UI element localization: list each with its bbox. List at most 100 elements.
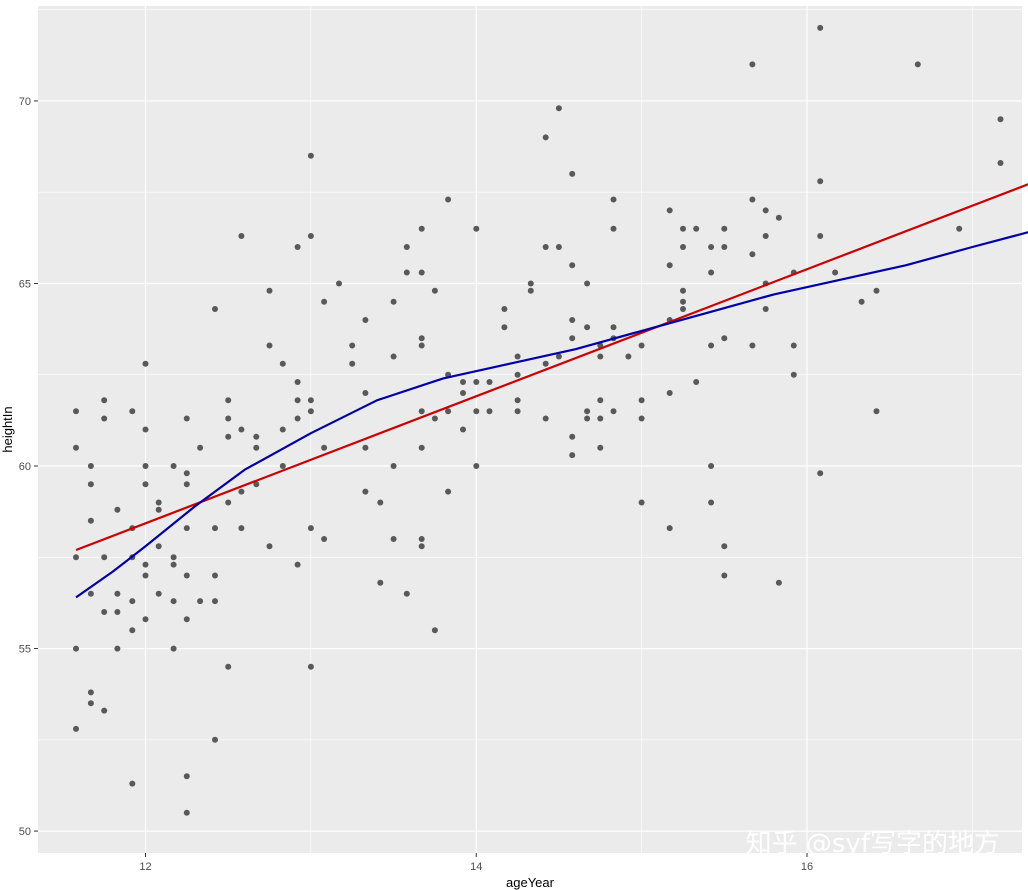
data-point [569, 433, 576, 440]
data-point [307, 152, 314, 159]
data-point [873, 287, 880, 294]
x-tick-label: 16 [801, 861, 813, 873]
data-point [610, 196, 617, 203]
data-point [73, 725, 79, 732]
data-point [212, 306, 218, 312]
data-point [142, 572, 149, 579]
y-tick-label: 70 [19, 96, 31, 108]
data-point [101, 707, 108, 714]
data-point [762, 207, 769, 214]
data-point [514, 371, 521, 378]
data-point [362, 390, 369, 396]
data-point [418, 225, 425, 232]
data-point [87, 463, 94, 469]
data-point [183, 470, 190, 477]
data-point [321, 536, 328, 542]
data-point [114, 506, 121, 513]
data-point [569, 335, 576, 342]
data-point [445, 488, 452, 495]
data-point [142, 616, 149, 623]
data-point [253, 444, 260, 451]
data-point [73, 444, 79, 451]
data-point [101, 609, 108, 615]
data-point [790, 371, 797, 378]
data-point [362, 317, 369, 323]
data-point [610, 408, 617, 415]
data-point [790, 342, 797, 349]
data-point [390, 536, 397, 542]
data-point [597, 353, 604, 360]
data-point [279, 360, 286, 367]
data-point [390, 353, 397, 360]
major-gridlines [38, 6, 1022, 853]
data-point [680, 225, 686, 232]
data-point [555, 244, 562, 250]
y-tick-label: 60 [19, 461, 31, 473]
data-point [680, 298, 686, 305]
watermark-text: 知乎 @syf写字的地方 [746, 829, 1000, 859]
data-point [73, 408, 79, 415]
data-point [473, 408, 480, 415]
data-points [73, 24, 1004, 816]
data-point [625, 353, 632, 360]
data-point [569, 262, 576, 269]
data-point [473, 379, 480, 385]
data-point [377, 579, 384, 586]
data-point [155, 590, 162, 597]
data-point [155, 543, 162, 550]
data-point [542, 360, 549, 367]
data-point [183, 616, 190, 623]
data-point [762, 306, 769, 312]
data-point [129, 627, 136, 634]
data-point [569, 452, 576, 459]
y-tick-label: 55 [19, 644, 31, 656]
data-point [142, 463, 149, 469]
data-point [460, 390, 466, 396]
data-point [170, 645, 177, 652]
data-point [473, 463, 480, 469]
data-point [542, 244, 549, 250]
data-point [445, 196, 452, 203]
data-point [584, 415, 591, 422]
data-point [266, 342, 273, 349]
data-point [377, 499, 384, 506]
data-point [87, 517, 94, 524]
y-axis-title: heightIn [0, 406, 15, 452]
data-point [997, 160, 1004, 166]
data-point [666, 262, 673, 269]
data-point [253, 433, 260, 440]
data-point [238, 233, 245, 239]
data-point [638, 342, 645, 349]
data-point [914, 61, 921, 68]
data-point [142, 481, 149, 488]
data-point [225, 663, 232, 670]
data-point [721, 543, 728, 550]
data-point [418, 269, 425, 276]
data-point [87, 590, 94, 597]
data-point [693, 379, 700, 385]
data-point [708, 463, 715, 469]
data-point [183, 415, 190, 422]
data-point [212, 525, 218, 532]
data-point [708, 269, 715, 276]
data-point [749, 251, 756, 258]
data-point [832, 269, 839, 276]
data-point [294, 379, 301, 385]
data-point [527, 287, 534, 294]
data-point [197, 598, 204, 605]
data-point [721, 335, 728, 342]
data-point [336, 280, 342, 287]
linear-fit-line [75, 183, 1028, 552]
data-point [775, 214, 782, 221]
data-point [170, 561, 177, 568]
data-point [584, 408, 591, 415]
x-tick-label: 12 [139, 861, 151, 873]
data-point [460, 379, 466, 385]
data-point [597, 397, 604, 404]
data-point [817, 233, 824, 239]
data-point [170, 554, 177, 561]
data-point [307, 525, 314, 532]
data-point [721, 572, 728, 579]
data-point [238, 525, 245, 532]
data-point [87, 700, 94, 707]
